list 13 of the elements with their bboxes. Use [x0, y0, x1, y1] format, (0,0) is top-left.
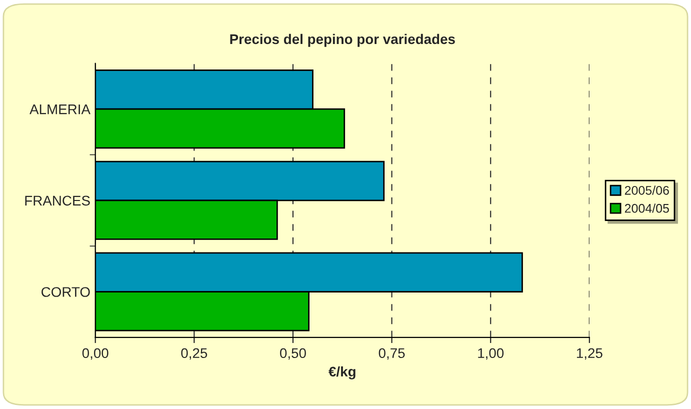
y-tick-label: ALMERIA — [30, 104, 90, 114]
chart-title: Precios del pepino por variedades — [230, 34, 455, 47]
x-tick-label: 0,25 — [181, 348, 208, 360]
legend-label: 2004/05 — [624, 204, 669, 213]
x-tick-label: 0,50 — [280, 348, 306, 360]
y-tick-label: FRANCES — [25, 196, 90, 206]
x-tick-label: 0,75 — [378, 348, 405, 360]
x-tick-label: 1,25 — [576, 348, 602, 360]
legend-label: 2005/06 — [624, 186, 669, 195]
x-tick-label: 0,00 — [82, 348, 108, 360]
y-tick-label: CORTO — [42, 287, 90, 297]
x-axis-title: €/kg — [328, 366, 356, 380]
x-tick-label: 1,00 — [478, 348, 504, 360]
